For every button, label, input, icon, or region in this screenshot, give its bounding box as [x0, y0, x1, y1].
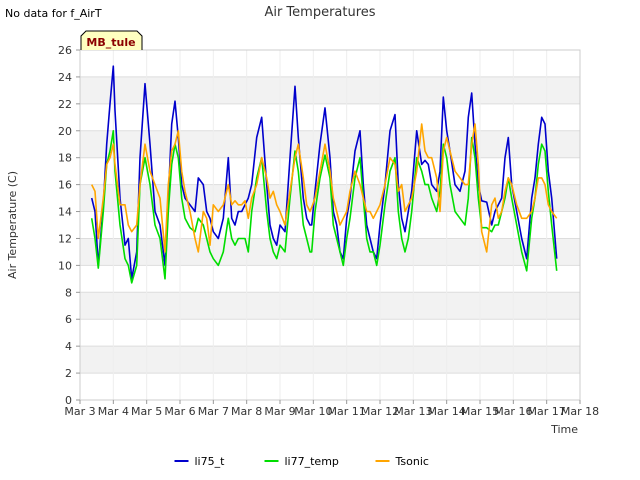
plot-area-frame: [79, 49, 581, 401]
y-tick-label: 12: [58, 232, 72, 245]
y-tick-label: 10: [58, 259, 72, 272]
legend-label-li77-temp: li77_temp: [285, 455, 339, 468]
station-tag: MB_tule: [80, 30, 143, 50]
y-tick-label: 2: [65, 367, 72, 380]
series-line-li77-temp: [90, 130, 558, 284]
series-line-tsonic: [90, 123, 558, 253]
gridlines: [79, 49, 581, 401]
background-band: [80, 76, 580, 104]
x-tick-label: Mar 7: [198, 405, 229, 418]
legend-label-li75-t: li75_t: [195, 455, 226, 468]
y-tick-label: 4: [65, 340, 72, 353]
x-tick-label: Mar 8: [231, 405, 262, 418]
x-tick-label: Mar 11: [328, 405, 366, 418]
y-tick-label: 24: [58, 71, 72, 84]
station-tag-box: [80, 30, 143, 50]
y-tick-label: 8: [65, 286, 72, 299]
x-tick-label: Mar 3: [64, 405, 95, 418]
background-band: [80, 346, 580, 374]
legend-label-tsonic: Tsonic: [395, 455, 429, 468]
x-tick-label: Mar 4: [98, 405, 129, 418]
x-tick-label: Mar 12: [361, 405, 399, 418]
y-tick-label: 20: [58, 125, 72, 138]
y-axis-label: Air Temperature (C): [6, 171, 19, 279]
legend: li75_t li77_temp Tsonic: [174, 455, 429, 468]
series-layer: [90, 65, 558, 284]
background-band: [80, 238, 580, 266]
x-tick-label: Mar 15: [461, 405, 499, 418]
station-tag-label: MB_tule: [86, 36, 135, 49]
y-tick-label: 6: [65, 313, 72, 326]
chart-title: Air Temperatures: [264, 5, 375, 20]
x-tick-label: Mar 18: [561, 405, 599, 418]
x-tick-label: Mar 10: [294, 405, 332, 418]
no-data-note: No data for f_AirT: [5, 7, 102, 20]
x-tick-label: Mar 14: [428, 405, 466, 418]
y-tick-label: 26: [58, 44, 72, 57]
x-tick-label: Mar 5: [131, 405, 162, 418]
y-tick-label: 0: [65, 394, 72, 407]
y-tick-label: 16: [58, 179, 72, 192]
background-band: [80, 292, 580, 320]
x-tick-label: Mar 16: [494, 405, 532, 418]
x-tick-label: Mar 6: [164, 405, 195, 418]
y-tick-label: 14: [58, 206, 72, 219]
y-tick-label: 18: [58, 152, 72, 165]
x-tick-label: Mar 9: [264, 405, 295, 418]
x-axis-label: Time: [550, 423, 578, 436]
y-tick-label: 22: [58, 98, 72, 111]
x-tick-label: Mar 17: [528, 405, 566, 418]
x-tick-label: Mar 13: [394, 405, 432, 418]
